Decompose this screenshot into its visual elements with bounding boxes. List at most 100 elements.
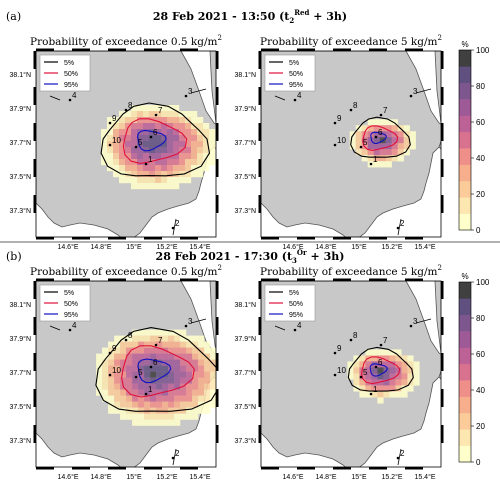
prob-cell [367, 155, 374, 162]
prob-cell [355, 137, 362, 144]
prob-cell [373, 155, 380, 162]
prob-cell [203, 141, 210, 148]
prob-cell [107, 129, 114, 136]
prob-cell [149, 171, 156, 178]
prob-cell [179, 159, 186, 166]
contour-5pct [347, 346, 414, 392]
prob-cell [359, 361, 366, 368]
prob-cell [114, 359, 121, 366]
prob-cell [180, 389, 187, 396]
prob-cell [186, 389, 193, 396]
prob-cell [191, 153, 198, 160]
prob-cell [389, 379, 396, 386]
prob-cell [143, 123, 150, 130]
prob-cell [161, 135, 168, 142]
prob-cell [174, 359, 181, 366]
prob-cell [155, 147, 162, 154]
legend: 5% 50% 95% [39, 54, 91, 92]
prob-cell [349, 131, 356, 138]
prob-cell [174, 395, 181, 402]
point-label-5: 5 [138, 138, 143, 147]
prob-cell [144, 347, 151, 354]
prob-cell [155, 177, 162, 184]
prob-cell [126, 401, 133, 408]
colorbar-tick: 20 [476, 422, 485, 431]
prob-cell [174, 383, 181, 390]
prob-cell [203, 129, 210, 136]
prob-cell [161, 159, 168, 166]
prob-cell [203, 147, 210, 154]
prob-cell [385, 131, 392, 138]
prob-cell [149, 105, 156, 112]
prob-cell [222, 372, 228, 378]
contour-50pct [361, 356, 401, 385]
colorbar-tick: 0 [476, 226, 481, 235]
prob-cell [108, 365, 115, 372]
map-title-b-right: Probability of exceedance 5 kg/m2 [260, 264, 442, 278]
prob-cell [407, 373, 414, 380]
prob-cell [365, 385, 372, 392]
prob-cell [192, 413, 199, 420]
prob-cell [203, 165, 210, 172]
point-label-7: 7 [158, 106, 163, 115]
prob-cell [365, 361, 372, 368]
lon-tick-label: 15.2°E [156, 243, 177, 251]
point-marker-1 [369, 162, 373, 166]
point-marker-5 [359, 375, 363, 379]
point-marker-3 [184, 94, 188, 98]
prob-cell [156, 335, 163, 342]
legend: 5% 50% 95% [264, 54, 316, 92]
panel-b: (b) 28 Feb 2021 - 17:30 (t3Or + 3h) Prob… [6, 248, 490, 481]
prob-cell [138, 347, 145, 354]
prob-cell [395, 373, 402, 380]
prob-cell [168, 389, 175, 396]
prob-cell [377, 367, 384, 374]
lat-tick-label: 37.9°N [10, 105, 31, 113]
prob-cell [173, 159, 180, 166]
prob-cell [179, 141, 186, 148]
prob-cell [198, 347, 205, 354]
lat-tick-label: 37.7°N [10, 369, 31, 377]
prob-cell [347, 373, 354, 380]
prob-cell [161, 123, 168, 130]
prob-cell [180, 401, 187, 408]
map-b-right: Probability of exceedance 5 kg/m2 1 2 3 4 5 6… [235, 264, 444, 481]
legend-label: 95% [289, 82, 303, 89]
prob-cell [185, 171, 192, 178]
prob-cell [210, 347, 216, 354]
prob-cell [204, 353, 211, 360]
point-arrow-3 [190, 318, 207, 324]
prob-cell [144, 335, 151, 342]
prob-cell [180, 359, 187, 366]
prob-cell [395, 391, 402, 398]
prob-cell [126, 413, 133, 420]
prob-cell [209, 147, 216, 154]
prob-cell [162, 419, 169, 426]
prob-cell [373, 125, 380, 132]
prob-cell [132, 341, 139, 348]
prob-cell [407, 355, 414, 362]
prob-cell [108, 347, 115, 354]
prob-cell [114, 365, 121, 372]
prob-cell [173, 141, 180, 148]
prob-cell [137, 105, 144, 112]
prob-cell [180, 371, 187, 378]
prob-cell [101, 129, 108, 136]
prob-cell [192, 335, 199, 342]
prob-cell [401, 373, 408, 380]
prob-cell [132, 389, 139, 396]
prob-cell [209, 129, 216, 136]
prob-cell [174, 413, 181, 420]
prob-cell [180, 335, 187, 342]
prob-cell [138, 359, 145, 366]
prob-cell [149, 123, 156, 130]
prob-cell [379, 119, 386, 126]
prob-cell [179, 135, 186, 142]
prob-cell [174, 401, 181, 408]
prob-cell [397, 155, 404, 162]
prob-cell [365, 367, 372, 374]
prob-cell [203, 123, 210, 130]
prob-cell [185, 147, 192, 154]
prob-cell [102, 359, 109, 366]
prob-cell [377, 373, 384, 380]
